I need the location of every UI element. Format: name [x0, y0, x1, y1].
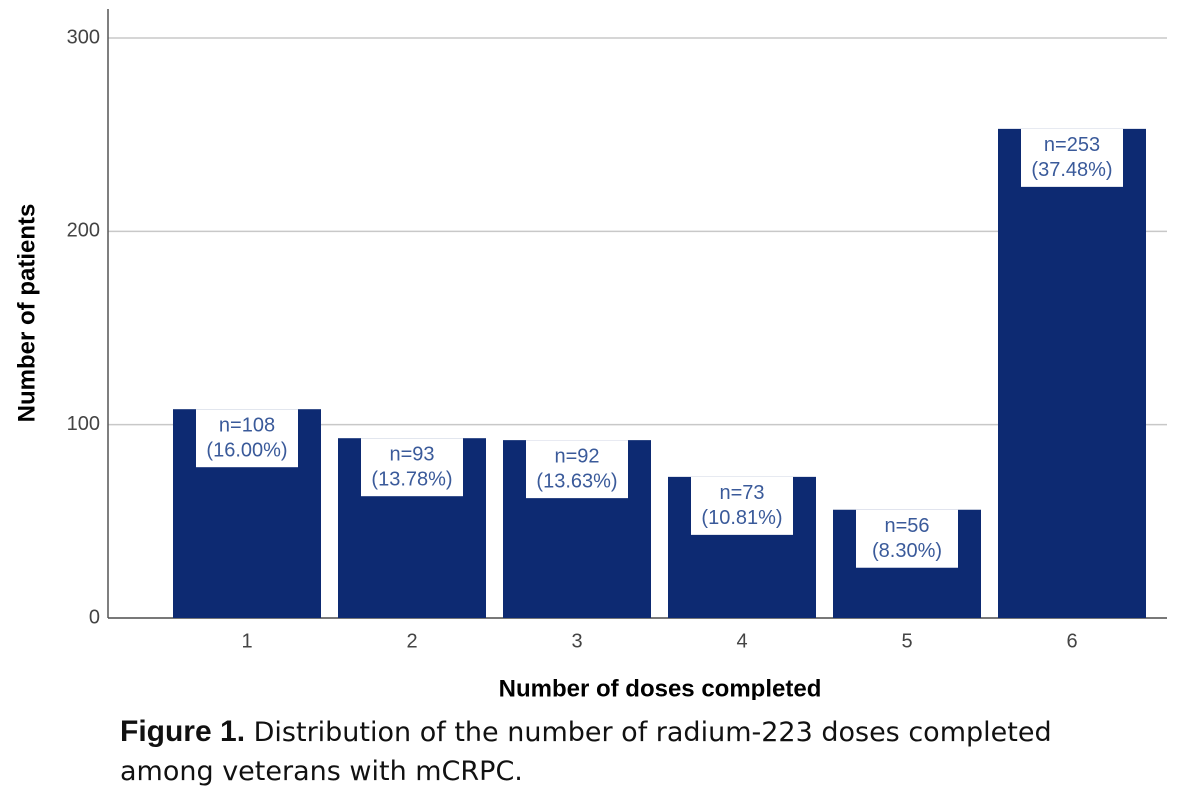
percent-label: (13.63%) — [536, 470, 617, 492]
caption-label: Figure 1. — [120, 715, 246, 748]
caption-text: Distribution of the number of radium-223… — [120, 717, 1052, 787]
x-tick-label: 5 — [901, 630, 912, 652]
percent-label: (16.00%) — [206, 439, 287, 461]
x-tick-label: 2 — [406, 630, 417, 652]
x-tick-label: 6 — [1066, 630, 1077, 652]
bar — [998, 128, 1146, 618]
data-label: n=92 — [554, 445, 599, 467]
data-label-box — [856, 509, 958, 568]
y-tick-label: 300 — [67, 26, 100, 48]
data-label: n=93 — [389, 443, 434, 465]
data-label: n=108 — [219, 414, 275, 436]
data-label: n=253 — [1044, 134, 1100, 156]
data-label-box — [361, 438, 463, 497]
x-tick-label: 4 — [736, 630, 747, 652]
y-tick-label: 0 — [89, 606, 100, 628]
data-label: n=73 — [719, 482, 764, 504]
caption: Figure 1. Distribution of the number of … — [120, 712, 1100, 791]
data-label-box — [196, 409, 298, 468]
x-tick-label: 1 — [241, 630, 252, 652]
data-label-box — [1021, 128, 1123, 187]
data-label-box — [691, 476, 793, 535]
data-label-box — [526, 440, 628, 499]
y-tick-label: 200 — [67, 220, 100, 242]
y-tick-label: 100 — [67, 413, 100, 435]
x-axis-title: Number of doses completed — [499, 675, 822, 700]
percent-label: (37.48%) — [1031, 159, 1112, 181]
percent-label: (8.30%) — [872, 540, 942, 562]
x-tick-label: 3 — [571, 630, 582, 652]
chart: Number of patients Number of doses compl… — [13, 9, 1167, 702]
percent-label: (10.81%) — [701, 507, 782, 529]
data-label: n=56 — [884, 515, 929, 537]
y-axis-title: Number of patients — [13, 204, 40, 423]
percent-label: (13.78%) — [371, 468, 452, 490]
